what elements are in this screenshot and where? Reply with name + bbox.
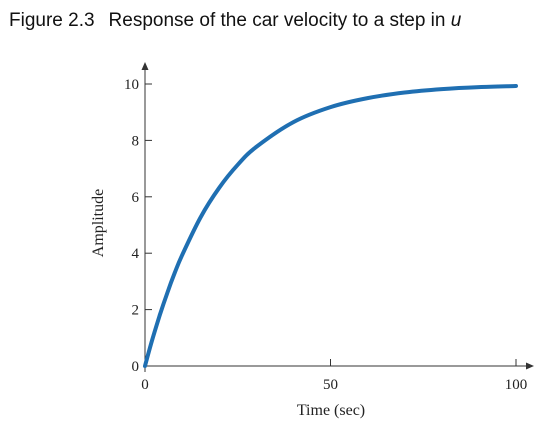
series-line <box>143 84 518 368</box>
figure-title: Response of the car velocity to a step i… <box>108 10 446 31</box>
x-ticks: 0 50 100 <box>141 359 527 393</box>
y-tick-label: 4 <box>132 246 140 262</box>
x-tick-label: 0 <box>141 377 149 393</box>
y-tick-label: 0 <box>132 359 140 375</box>
figure-title-variable: u <box>450 10 462 31</box>
y-tick-label: 2 <box>132 303 140 319</box>
figure-number: Figure 2.3 <box>9 10 95 31</box>
x-tick-label: 50 <box>323 377 338 393</box>
plot-area: 0 2 4 6 8 10 0 50 100 <box>124 62 534 393</box>
y-tick-label: 10 <box>124 77 139 93</box>
x-tick-label: 100 <box>505 377 528 393</box>
y-tick-label: 8 <box>132 133 140 149</box>
y-axis-arrow <box>141 62 149 70</box>
y-axis-label: Amplitude <box>90 189 107 257</box>
x-axis-label: Time (sec) <box>297 402 365 419</box>
x-axis-arrow <box>526 362 534 370</box>
y-tick-label: 6 <box>132 190 140 206</box>
y-ticks: 0 2 4 6 8 10 <box>124 77 152 375</box>
figure-caption: Figure 2.3 Response of the car velocity t… <box>9 10 461 32</box>
